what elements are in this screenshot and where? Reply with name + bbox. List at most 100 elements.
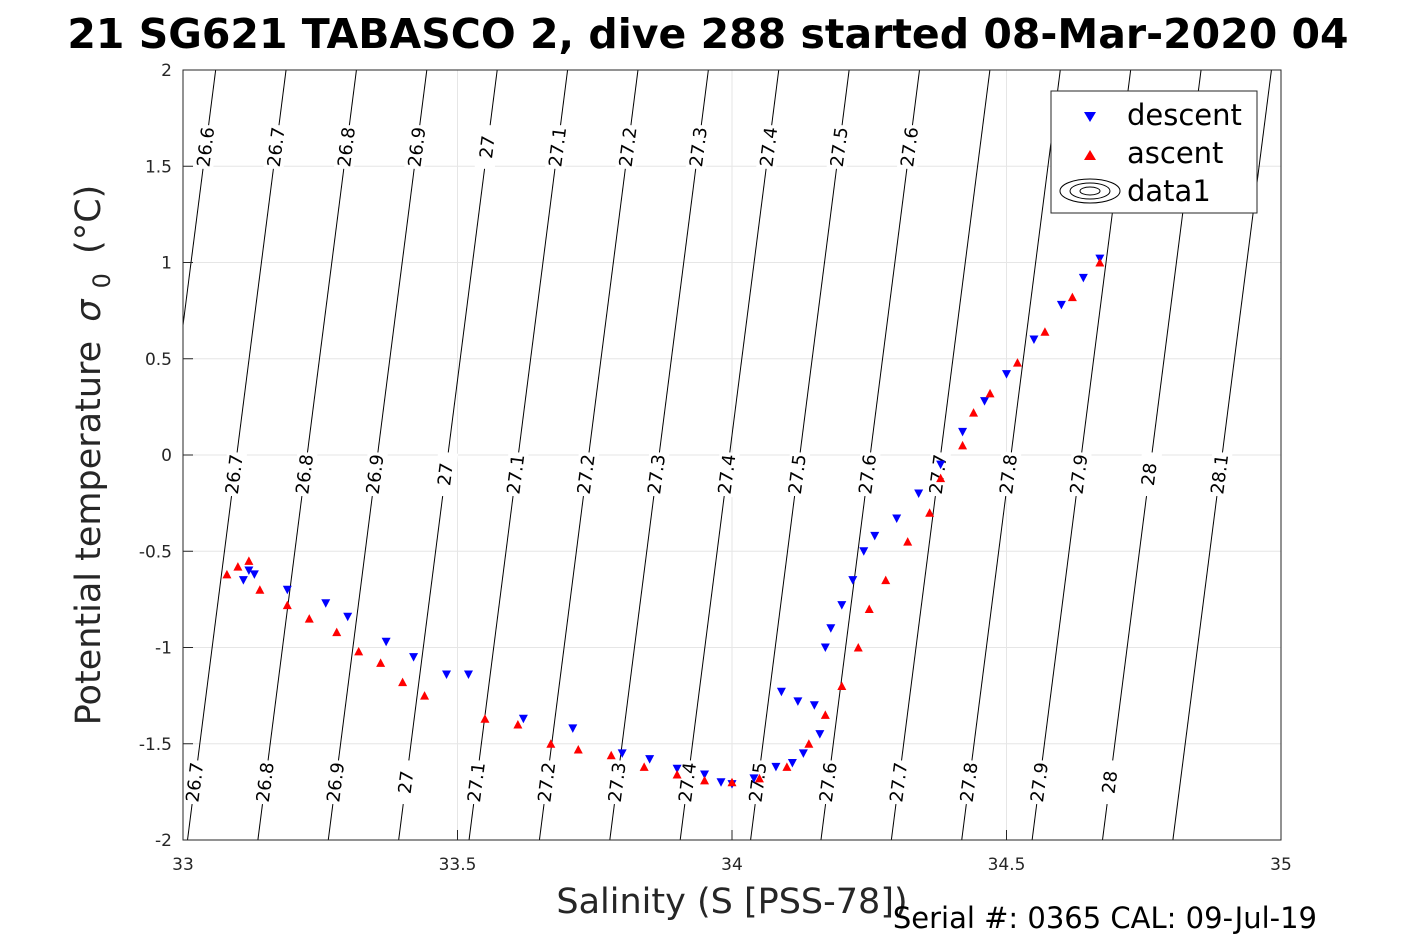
contour-label-backing: [545, 123, 571, 171]
contour-label-backing: [925, 451, 951, 498]
density-contour-label: 26.7: [264, 126, 290, 168]
data-point-layer: [222, 254, 1105, 789]
contour-label-backing: [643, 451, 670, 498]
density-contour-label: 26.8: [253, 761, 279, 803]
descent-point: [244, 566, 254, 575]
descent-point: [645, 755, 655, 764]
descent-point: [442, 670, 452, 679]
descent-point: [409, 653, 419, 662]
contour-label-backing: [685, 123, 712, 171]
contour-label-backing: [995, 451, 1022, 498]
ascent-point: [244, 556, 254, 565]
ascent-point: [376, 658, 386, 667]
density-contour-label: 27: [476, 134, 500, 159]
y-axis-label-subscript: 0: [88, 273, 116, 288]
serial-cal-footer: Serial #: 0365 CAL: 09-Jul-19: [893, 901, 1317, 935]
legend-descent-marker: [1084, 112, 1096, 122]
descent-point: [749, 774, 759, 783]
descent-point: [820, 643, 830, 652]
y-axis-label-group: Potential temperature σ 0 (°C): [69, 185, 116, 726]
contour-label-backing: [432, 451, 459, 498]
y-tick-label: 0: [161, 446, 172, 466]
descent-point: [980, 397, 990, 406]
contour-label-backing: [1206, 451, 1233, 498]
density-contour-label: 28: [1138, 462, 1162, 487]
density-contour-label: 27.4: [756, 126, 782, 168]
density-contour-label: 27.1: [464, 761, 490, 803]
ascent-point: [672, 770, 682, 779]
descent-point: [249, 570, 259, 579]
density-contour-label: 27: [395, 770, 419, 795]
contour-label-backing: [604, 759, 630, 806]
density-contour-label: 26.6: [193, 126, 219, 168]
contour-label-backing: [404, 123, 430, 171]
descent-point: [518, 714, 528, 724]
contour-label-backing: [956, 759, 982, 806]
chart-title: 21 SG621 TABASCO 2, dive 288 started 08-…: [67, 10, 1348, 58]
contour-label-backing: [193, 123, 219, 171]
ascent-point: [853, 643, 863, 652]
density-contour-line: [183, 70, 217, 330]
descent-point: [958, 427, 968, 437]
x-tick-label: 33.5: [439, 855, 477, 875]
density-contour-label: 28: [1099, 770, 1123, 795]
ascent-point: [958, 440, 968, 450]
descent-point: [1056, 300, 1066, 310]
ascent-point: [1040, 327, 1050, 336]
ascent-point: [754, 773, 764, 783]
contour-label-backing: [252, 759, 278, 806]
ascent-point: [513, 720, 523, 729]
density-contour-label: 27.8: [957, 761, 983, 803]
x-tick-label: 35: [1270, 855, 1292, 875]
density-contour-label: 27.6: [855, 453, 881, 495]
legend-descent-label: descent: [1127, 98, 1242, 132]
descent-point: [321, 599, 331, 608]
contour-label-backing: [896, 123, 923, 171]
density-contour-label: 26.8: [292, 453, 318, 495]
ascent-point: [837, 681, 847, 690]
density-contour-label-layer: 26.6 26.7 26.8 26.9 27 27.1 27.2 27.3 27.4 27.5 27…: [182, 123, 1233, 806]
descent-point: [617, 749, 627, 758]
density-contour-label: 26.9: [323, 761, 349, 803]
ascent-point: [606, 750, 616, 760]
contour-label-backing: [1136, 451, 1163, 498]
contour-label-backing: [674, 759, 701, 806]
descent-point: [238, 576, 248, 585]
descent-point: [870, 531, 880, 541]
contour-label-backing: [322, 759, 349, 806]
descent-point: [672, 764, 682, 774]
density-contour-label: 26.8: [334, 126, 360, 168]
density-contour-label: 26.7: [222, 453, 248, 495]
contour-label-backing: [534, 759, 560, 806]
descent-point: [1078, 273, 1088, 283]
y-tick-label: -0.5: [139, 542, 172, 562]
descent-point: [568, 724, 578, 733]
density-contour-label: 27.1: [545, 126, 571, 168]
contour-label-backing: [474, 123, 501, 171]
contour-label-backing: [221, 451, 248, 498]
y-axis-label-unit: (°C): [69, 185, 109, 254]
contour-label-backing: [333, 123, 360, 171]
descent-point: [1002, 370, 1011, 379]
descent-point: [463, 670, 473, 679]
y-tick-label: -1: [155, 639, 172, 659]
density-contour-label: 27.5: [785, 453, 811, 495]
ascent-point: [282, 600, 292, 610]
contour-label-backing: [815, 759, 842, 806]
density-contour-label: 27: [434, 462, 458, 487]
contour-label-backing: [714, 451, 740, 498]
ascent-point: [255, 585, 265, 594]
ascent-point: [354, 646, 364, 656]
ascent-point: [233, 562, 243, 571]
y-tick-label: 0.5: [145, 350, 172, 370]
contour-label-backing: [1097, 759, 1123, 806]
density-contour-label: 27.7: [886, 761, 912, 803]
y-tick-label: 1: [161, 254, 172, 274]
density-contour-label: 27.6: [816, 761, 842, 803]
contour-label-backing: [1026, 759, 1053, 806]
legend-data1-label: data1: [1127, 174, 1211, 208]
y-axis-ticks: -2 -1.5 -1 -0.5 0 0.5 1 1.5 2: [139, 61, 193, 851]
ascent-point: [398, 677, 408, 687]
ascent-point: [804, 739, 814, 748]
